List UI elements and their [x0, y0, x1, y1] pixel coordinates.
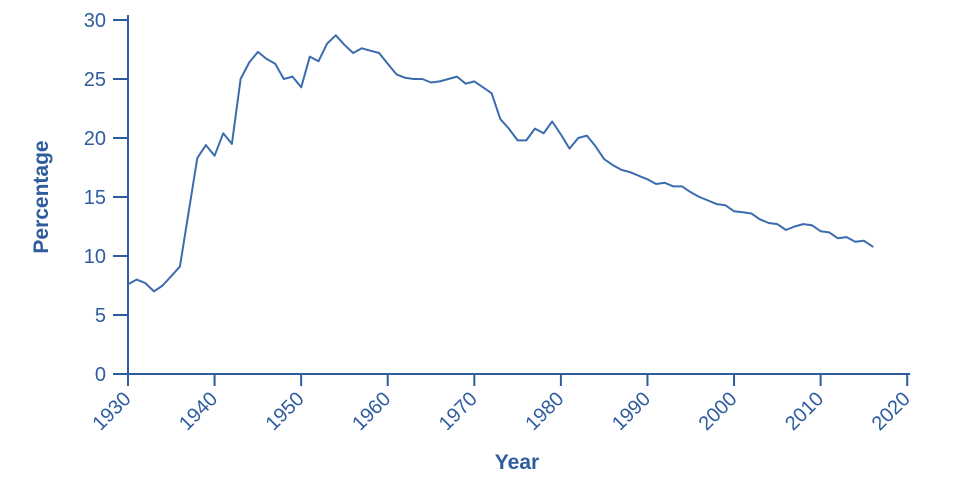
x-tick-label: 2000	[695, 388, 742, 435]
y-tick-label: 10	[84, 246, 106, 268]
x-tick-label: 1940	[175, 388, 222, 435]
y-axis-title: Percentage	[30, 140, 53, 254]
y-tick-label: 5	[95, 305, 106, 327]
x-tick-label: 1980	[521, 388, 568, 435]
y-tick-label: 30	[84, 10, 106, 32]
x-tick-label: 1930	[89, 388, 136, 435]
y-tick-label: 15	[84, 187, 106, 209]
y-tick-label: 0	[95, 364, 106, 386]
x-tick-label: 1950	[262, 388, 309, 435]
x-tick-label: 1990	[608, 388, 655, 435]
x-tick-label: 2020	[868, 388, 915, 435]
x-tick-label: 1960	[348, 388, 395, 435]
y-tick-label: 20	[84, 128, 106, 150]
data-line	[127, 34, 874, 293]
x-tick-label: 1970	[435, 388, 482, 435]
x-axis-title: Year	[494, 451, 540, 474]
y-tick-label: 25	[84, 69, 106, 91]
x-tick-label: 2010	[781, 388, 828, 435]
